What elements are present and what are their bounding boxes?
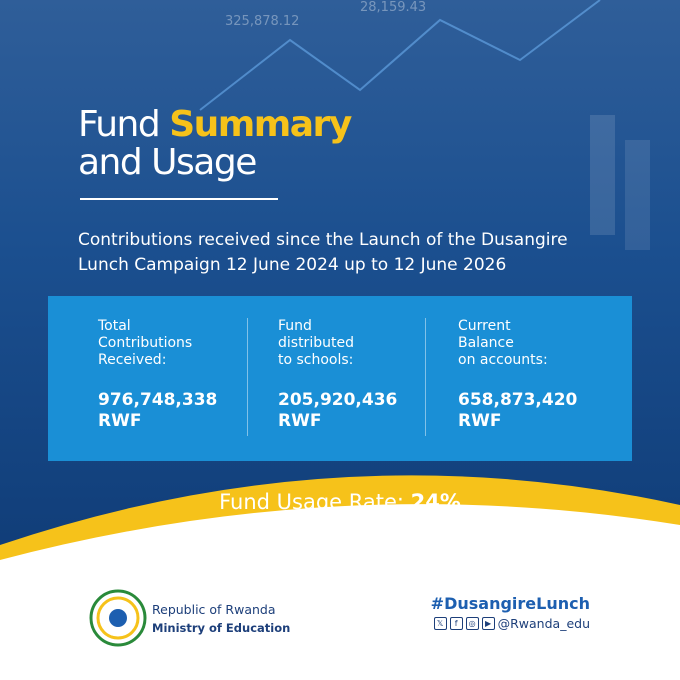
stat: Current Balance on accounts: 658,873,420 RWF xyxy=(458,318,618,432)
stat-divider xyxy=(425,318,426,436)
stat-unit: RWF xyxy=(278,411,322,431)
stat-divider xyxy=(247,318,248,436)
stat-label-line: Total xyxy=(98,318,131,334)
usage-value: 24% xyxy=(410,490,461,514)
stat-label-line: on accounts: xyxy=(458,352,548,368)
stat-label: Fund distributed to schools: xyxy=(278,318,438,390)
usage-rate: Fund Usage Rate: 24% xyxy=(0,490,680,514)
stat-value: 976,748,338 xyxy=(98,390,218,410)
title-word: Fund xyxy=(78,104,161,145)
stat-unit: RWF xyxy=(98,411,142,431)
background-figure: 325,878.12 xyxy=(225,14,300,29)
hashtag: #DusangireLunch xyxy=(430,594,590,613)
icon-x[interactable]: 𝕏 xyxy=(433,617,447,630)
icon-youtube[interactable]: ▶ xyxy=(481,617,495,630)
ministry-name: Ministry of Education xyxy=(152,621,291,635)
handle: @Rwanda_edu xyxy=(497,616,590,631)
title: Fund Summary and Usage xyxy=(78,104,352,183)
title-line: and Usage xyxy=(78,142,257,183)
stat-label-line: Current xyxy=(458,318,511,334)
stat-unit: RWF xyxy=(458,411,502,431)
stat: Total Contributions Received: 976,748,338 RW… xyxy=(98,318,258,432)
organization: Republic of Rwanda Ministry of Education xyxy=(152,601,290,637)
stat-label-line: distributed xyxy=(278,335,354,351)
stat-label-line: Received: xyxy=(98,352,167,368)
stat-label-line: Contributions xyxy=(98,335,193,351)
title-highlight: Summary xyxy=(169,104,352,145)
stat-value: 658,873,420 xyxy=(458,390,578,410)
stat-value: 205,920,436 xyxy=(278,390,398,410)
divider xyxy=(80,198,278,200)
stat-label: Current Balance on accounts: xyxy=(458,318,618,390)
icon-facebook[interactable]: f xyxy=(449,617,463,630)
subtitle-line: Lunch Campaign 12 June 2024 up to 12 Jun… xyxy=(78,255,507,275)
background-figure: 28,159.43 xyxy=(360,0,427,15)
org-name: Republic of Rwanda xyxy=(152,602,276,617)
stats-box xyxy=(48,296,632,461)
subtitle: Contributions received since the Launch … xyxy=(78,228,568,278)
social: 𝕏 f ◎ ▶ @Rwanda_edu xyxy=(433,616,590,631)
subtitle-line: Contributions received since the Launch … xyxy=(78,230,568,250)
icon-instagram[interactable]: ◎ xyxy=(465,617,479,630)
stat-label-line: Fund xyxy=(278,318,312,334)
stat-label-line: Balance xyxy=(458,335,514,351)
stat-label: Total Contributions Received: xyxy=(98,318,258,390)
usage-label: Fund Usage Rate: xyxy=(219,490,404,514)
stat-label-line: to schools: xyxy=(278,352,354,368)
stat: Fund distributed to schools: 205,920,436 RWF xyxy=(278,318,438,432)
